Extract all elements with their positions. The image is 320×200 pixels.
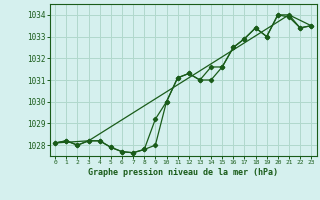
X-axis label: Graphe pression niveau de la mer (hPa): Graphe pression niveau de la mer (hPa) <box>88 168 278 177</box>
